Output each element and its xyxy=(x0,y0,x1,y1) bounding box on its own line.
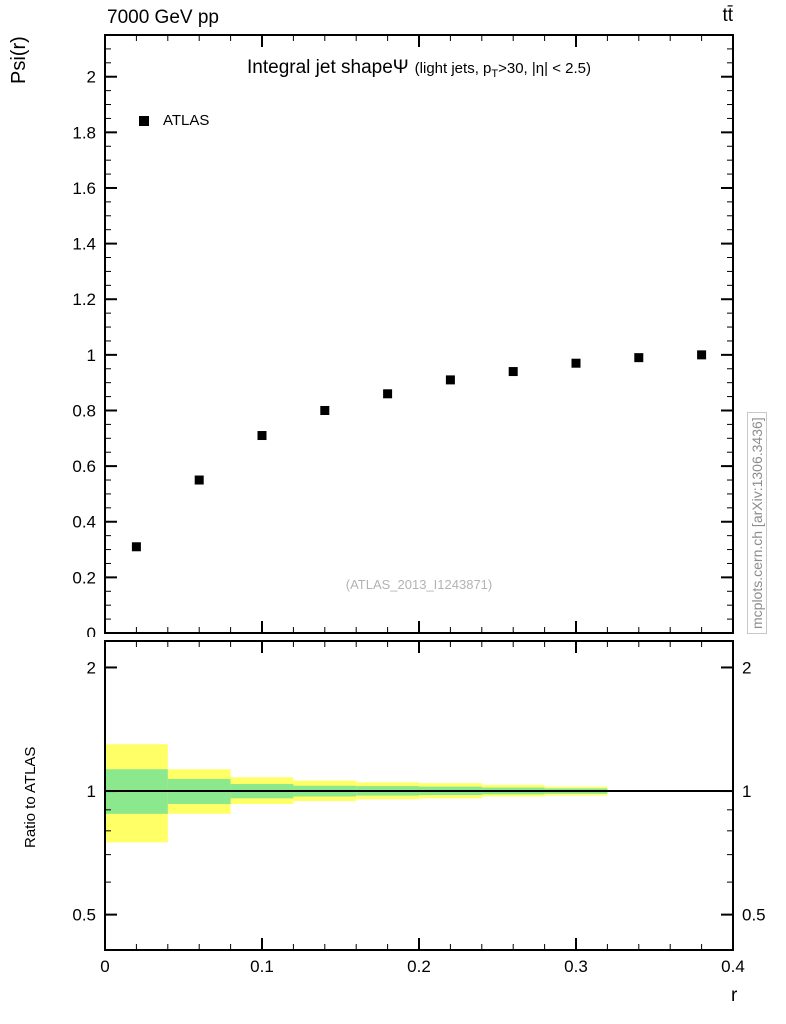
dataset-watermark: (ATLAS_2013_I1243871) xyxy=(345,577,493,592)
svg-text:0.4: 0.4 xyxy=(72,513,96,532)
svg-text:1: 1 xyxy=(87,346,96,365)
svg-text:1.6: 1.6 xyxy=(72,179,96,198)
atlas-legend-marker-icon xyxy=(139,115,149,126)
data-point-marker xyxy=(383,389,393,399)
ratio-y-tick-labels: 0.5 0.5 1 1 2 2 xyxy=(72,658,765,924)
svg-text:1.8: 1.8 xyxy=(72,123,96,142)
data-point-marker xyxy=(194,475,204,485)
legend: ATLAS xyxy=(139,112,209,129)
data-point-marker xyxy=(634,353,644,363)
svg-text:0.8: 0.8 xyxy=(72,401,96,420)
process-label: tt̄ xyxy=(722,5,733,26)
data-point-marker xyxy=(571,358,581,368)
mcplots-credit: mcplots.cern.ch [arXiv:1306.3436] xyxy=(747,412,767,634)
svg-text:0.6: 0.6 xyxy=(72,457,96,476)
data-point-marker xyxy=(131,542,141,552)
svg-text:0.5: 0.5 xyxy=(742,906,766,925)
y-axis-title-ratio: Ratio to ATLAS xyxy=(22,746,39,848)
axis-ticks xyxy=(104,35,734,950)
beam-energy-label: 7000 GeV pp xyxy=(107,7,219,28)
svg-text:0: 0 xyxy=(100,957,109,976)
x-axis-title: r xyxy=(731,985,738,1006)
svg-text:0.1: 0.1 xyxy=(250,957,274,976)
data-point-marker xyxy=(320,405,330,415)
svg-text:0.5: 0.5 xyxy=(72,906,96,925)
svg-text:2: 2 xyxy=(87,68,96,87)
plot-title: Integral jet shapeΨ (light jets, pT>30, |… xyxy=(105,57,733,80)
atlas-legend-label: ATLAS xyxy=(163,112,210,129)
svg-text:2: 2 xyxy=(87,658,96,677)
plot-title-subscript: T xyxy=(491,68,499,80)
svg-text:0.2: 0.2 xyxy=(407,957,431,976)
uncertainty-bands xyxy=(105,744,608,843)
svg-text:2: 2 xyxy=(742,658,751,677)
svg-text:0.3: 0.3 xyxy=(564,957,588,976)
svg-text:0.2: 0.2 xyxy=(72,568,96,587)
plot-title-cuts-open: (light jets, p xyxy=(414,60,492,77)
atlas-data-points xyxy=(131,350,707,552)
svg-text:1.2: 1.2 xyxy=(72,290,96,309)
svg-text:1.4: 1.4 xyxy=(72,235,96,254)
svg-text:1: 1 xyxy=(87,782,96,801)
svg-text:0.4: 0.4 xyxy=(721,957,745,976)
data-point-marker xyxy=(445,375,455,385)
plot-title-cuts-rest: >30, |η| < 2.5) xyxy=(498,60,591,77)
svg-text:0: 0 xyxy=(87,624,96,643)
y-axis-title-top: Psi(r) xyxy=(8,36,30,84)
data-point-marker xyxy=(508,367,518,377)
data-point-marker xyxy=(257,431,267,441)
plot-title-main: Integral jet shapeΨ xyxy=(247,57,409,78)
top-y-tick-labels: 0 0.2 0.4 0.6 0.8 1 1.2 1.4 1.6 1.8 2 xyxy=(72,68,96,643)
x-tick-labels: 0 0.1 0.2 0.3 0.4 xyxy=(100,957,745,976)
data-point-marker xyxy=(697,350,707,360)
svg-text:1: 1 xyxy=(742,782,751,801)
